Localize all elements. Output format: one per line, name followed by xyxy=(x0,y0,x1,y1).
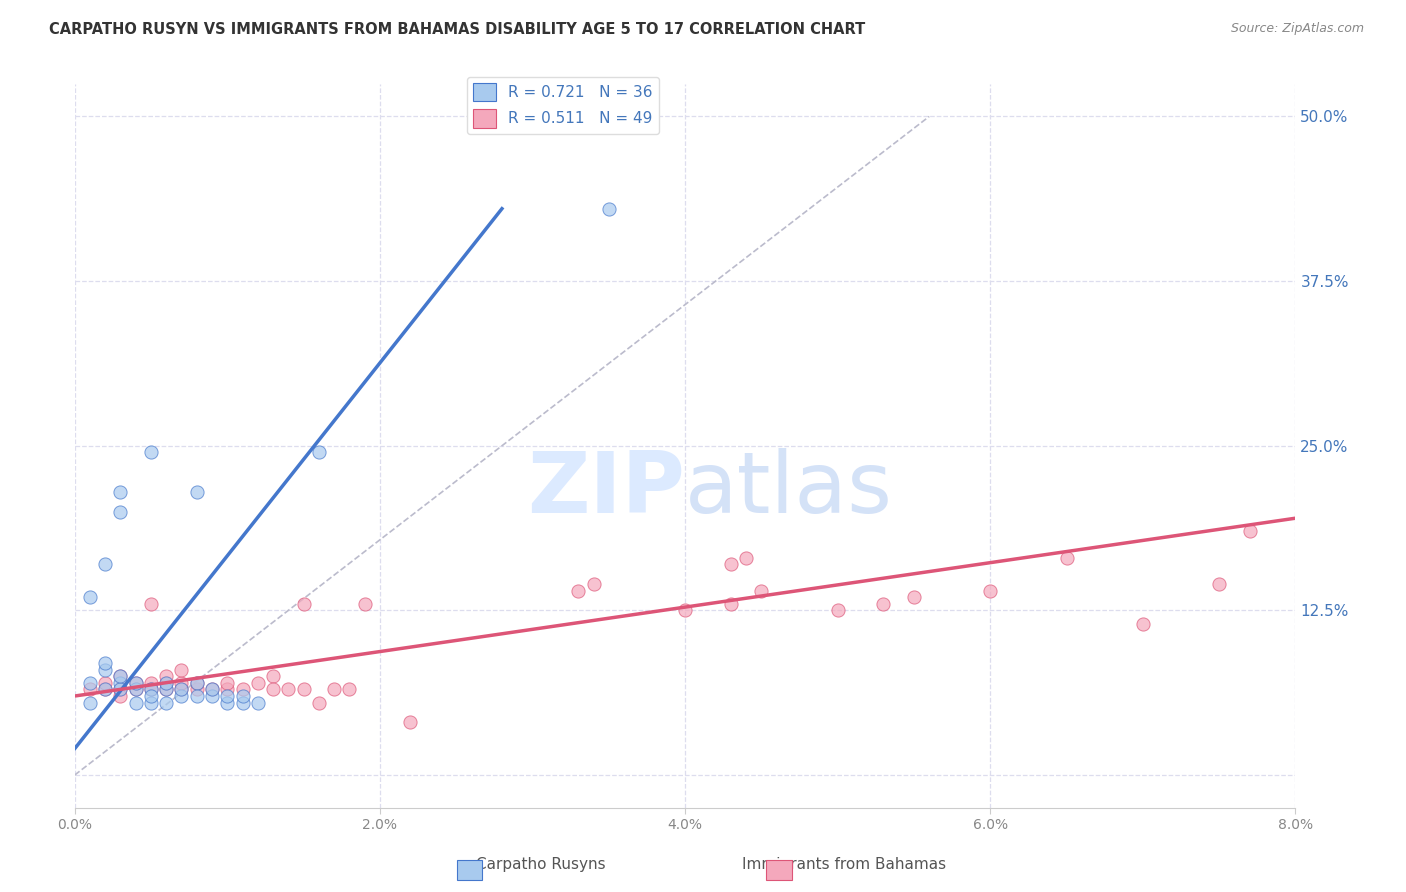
Point xyxy=(170,676,193,690)
Point xyxy=(110,682,132,697)
Point xyxy=(246,676,269,690)
Text: Source: ZipAtlas.com: Source: ZipAtlas.com xyxy=(1230,22,1364,36)
Point xyxy=(139,676,162,690)
Point xyxy=(139,689,162,703)
Point xyxy=(186,682,208,697)
Point xyxy=(110,676,132,690)
Point xyxy=(94,656,117,670)
Point xyxy=(673,603,696,617)
Point xyxy=(399,715,422,730)
Point xyxy=(353,597,375,611)
Point xyxy=(735,550,758,565)
Point xyxy=(827,603,849,617)
Point xyxy=(155,696,177,710)
Point xyxy=(125,696,148,710)
Point xyxy=(567,583,589,598)
Point xyxy=(79,682,101,697)
Text: CARPATHO RUSYN VS IMMIGRANTS FROM BAHAMAS DISABILITY AGE 5 TO 17 CORRELATION CHA: CARPATHO RUSYN VS IMMIGRANTS FROM BAHAMA… xyxy=(49,22,866,37)
Point xyxy=(110,689,132,703)
Point xyxy=(139,696,162,710)
Text: ZIP: ZIP xyxy=(527,448,685,531)
Point xyxy=(1056,550,1078,565)
Point xyxy=(232,696,254,710)
Point xyxy=(125,676,148,690)
Point xyxy=(292,682,315,697)
Point xyxy=(979,583,1001,598)
Point xyxy=(232,689,254,703)
Point xyxy=(186,676,208,690)
Point xyxy=(308,696,330,710)
Point xyxy=(170,682,193,697)
Point xyxy=(323,682,346,697)
Point xyxy=(186,689,208,703)
Point xyxy=(155,676,177,690)
Point xyxy=(94,682,117,697)
Point xyxy=(155,682,177,697)
Point xyxy=(1208,577,1230,591)
Point xyxy=(94,663,117,677)
Point xyxy=(155,676,177,690)
Point xyxy=(110,682,132,697)
Point xyxy=(125,682,148,697)
Point xyxy=(337,682,360,697)
Text: Carpatho Rusyns: Carpatho Rusyns xyxy=(477,857,606,872)
Point xyxy=(872,597,894,611)
Point xyxy=(292,597,315,611)
Point xyxy=(277,682,299,697)
Point xyxy=(582,577,605,591)
Text: Immigrants from Bahamas: Immigrants from Bahamas xyxy=(741,857,946,872)
Point xyxy=(217,682,239,697)
Point xyxy=(94,558,117,572)
Point xyxy=(79,696,101,710)
Point xyxy=(232,682,254,697)
Point xyxy=(110,484,132,499)
Point xyxy=(217,696,239,710)
Point xyxy=(94,676,117,690)
Point xyxy=(139,682,162,697)
Point xyxy=(139,445,162,459)
Point xyxy=(125,676,148,690)
Point xyxy=(110,505,132,519)
Point xyxy=(139,597,162,611)
Legend: R = 0.721   N = 36, R = 0.511   N = 49: R = 0.721 N = 36, R = 0.511 N = 49 xyxy=(467,77,659,134)
Point xyxy=(79,676,101,690)
Point xyxy=(201,689,224,703)
Point xyxy=(170,689,193,703)
Point xyxy=(217,689,239,703)
Point xyxy=(720,558,742,572)
Point xyxy=(155,669,177,683)
Point xyxy=(308,445,330,459)
Point xyxy=(201,682,224,697)
Point xyxy=(110,669,132,683)
Point xyxy=(186,484,208,499)
Point xyxy=(170,663,193,677)
Point xyxy=(217,676,239,690)
Point xyxy=(262,682,284,697)
Point xyxy=(201,682,224,697)
Point xyxy=(186,676,208,690)
Point xyxy=(246,696,269,710)
Point xyxy=(1132,616,1154,631)
Point xyxy=(79,591,101,605)
Point xyxy=(155,682,177,697)
Point xyxy=(903,591,925,605)
Point xyxy=(110,669,132,683)
Point xyxy=(139,682,162,697)
Point xyxy=(598,202,620,216)
Point xyxy=(170,682,193,697)
Text: atlas: atlas xyxy=(685,448,893,531)
Point xyxy=(94,682,117,697)
Point xyxy=(720,597,742,611)
Point xyxy=(125,682,148,697)
Point xyxy=(262,669,284,683)
Point xyxy=(1239,524,1261,539)
Point xyxy=(751,583,773,598)
